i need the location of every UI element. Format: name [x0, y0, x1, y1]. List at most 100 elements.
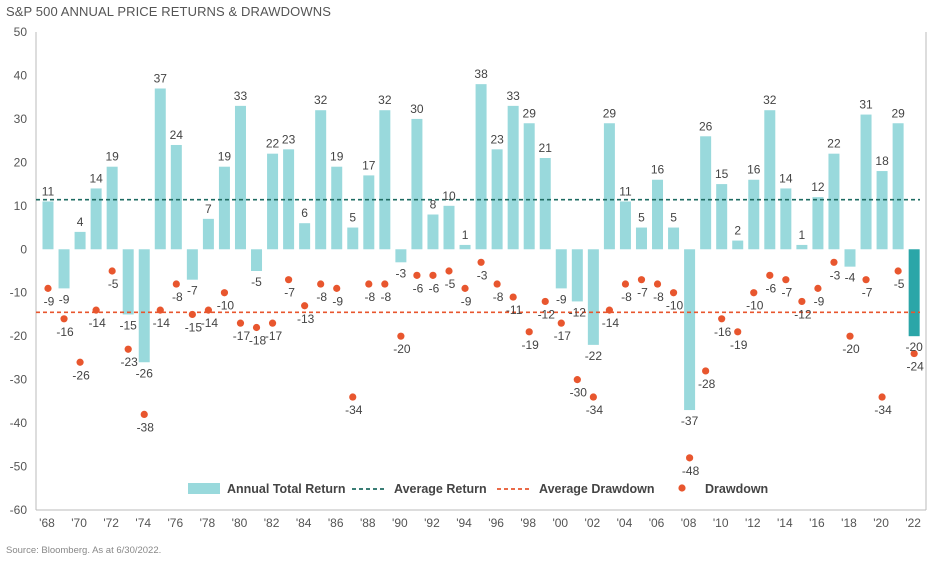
drawdown-label: -8 [381, 290, 392, 304]
drawdown-label: -34 [345, 403, 363, 417]
y-tick-label: 20 [14, 155, 28, 169]
drawdown-dot [814, 284, 822, 292]
return-label: 7 [205, 202, 212, 216]
drawdown-label: -7 [637, 286, 648, 300]
return-label: 30 [410, 102, 424, 116]
drawdown-dot [317, 280, 325, 288]
drawdown-label: -48 [682, 464, 700, 478]
drawdown-label: -7 [782, 286, 793, 300]
return-bar [732, 240, 744, 250]
return-label: 11 [619, 184, 632, 198]
drawdown-dot [782, 276, 790, 284]
x-tick-label: '92 [424, 516, 440, 530]
drawdown-dot [108, 267, 116, 275]
drawdown-dot [830, 258, 838, 266]
x-tick-label: '96 [488, 516, 504, 530]
y-tick-label: -40 [10, 416, 28, 430]
y-tick-label: 50 [14, 25, 28, 39]
drawdown-dot [333, 284, 341, 292]
drawdown-dot [301, 302, 309, 310]
bars [42, 84, 920, 411]
return-bar [379, 110, 391, 250]
drawdown-label: -10 [746, 299, 764, 313]
x-tick-label: '08 [681, 516, 697, 530]
x-tick-label: '06 [649, 516, 665, 530]
return-label: -9 [59, 292, 70, 306]
drawdown-label: -3 [830, 268, 841, 282]
legend: Annual Total Return Average Return Average… [188, 482, 768, 496]
drawdown-dot [44, 284, 52, 292]
return-label: -4 [845, 271, 856, 285]
return-label: 29 [891, 106, 905, 120]
drawdown-dot [493, 280, 501, 288]
return-label: 10 [442, 189, 456, 203]
drawdown-label: -7 [284, 286, 295, 300]
y-tick-label: -30 [10, 373, 28, 387]
drawdown-dot [702, 367, 710, 375]
drawdown-label: -30 [570, 386, 588, 400]
return-label: 18 [875, 154, 889, 168]
return-label: 33 [234, 89, 248, 103]
return-bar [700, 136, 712, 250]
return-label: 38 [474, 67, 488, 81]
return-label: -37 [681, 414, 699, 428]
return-bar [315, 110, 327, 250]
x-tick-label: '02 [585, 516, 601, 530]
drawdown-label: -11 [506, 303, 523, 317]
drawdown-dot [429, 271, 437, 279]
drawdown-label: -14 [201, 316, 219, 330]
return-label: 8 [430, 198, 437, 212]
drawdown-label: -17 [554, 329, 572, 343]
drawdown-label: -6 [765, 281, 776, 295]
return-bar [523, 123, 535, 250]
return-label: -22 [585, 349, 603, 363]
return-bar [684, 249, 696, 411]
drawdown-label: -16 [714, 325, 732, 339]
y-tick-label: 30 [14, 112, 28, 126]
drawdown-label: -15 [185, 320, 203, 334]
drawdown-dot [477, 258, 485, 266]
return-label: 22 [827, 137, 841, 151]
return-bar [42, 201, 54, 250]
y-tick-label: -60 [10, 503, 28, 517]
return-bar [90, 188, 102, 250]
drawdown-dot [397, 332, 405, 340]
return-label: 5 [349, 211, 356, 225]
x-tick-label: '84 [296, 516, 312, 530]
y-tick-label: 10 [14, 199, 28, 213]
drawdown-label: -8 [172, 290, 183, 304]
return-label: 22 [266, 137, 280, 151]
return-bar [186, 249, 198, 280]
drawdown-dot [349, 393, 357, 401]
return-bar [475, 84, 487, 250]
return-label: 23 [282, 132, 296, 146]
y-tick-label: -10 [10, 286, 28, 300]
drawdown-label: -10 [666, 299, 684, 313]
return-bar [74, 231, 86, 250]
drawdown-label: -6 [429, 281, 440, 295]
return-label: 16 [651, 163, 665, 177]
drawdown-label: -8 [493, 290, 504, 304]
x-tick-label: '94 [456, 516, 472, 530]
drawdown-label: -9 [332, 294, 343, 308]
drawdown-label: -14 [88, 316, 106, 330]
drawdown-dot [557, 319, 565, 327]
return-label: 5 [670, 211, 677, 225]
x-tick-label: '68 [39, 516, 55, 530]
return-label: 29 [603, 106, 617, 120]
return-label: 5 [638, 211, 645, 225]
drawdown-dot [878, 393, 886, 401]
drawdown-label: -3 [477, 268, 488, 282]
drawdown-label: -20 [842, 342, 860, 356]
average-lines [36, 198, 920, 314]
x-tick-label: '98 [520, 516, 536, 530]
drawdown-dots [44, 258, 918, 462]
x-tick-label: '88 [360, 516, 376, 530]
x-tick-label: '20 [873, 516, 889, 530]
drawdown-dot [76, 358, 84, 366]
y-tick-label: 0 [20, 242, 27, 256]
return-bar [652, 179, 664, 250]
drawdown-dot [766, 271, 774, 279]
x-tick-label: '74 [135, 516, 151, 530]
